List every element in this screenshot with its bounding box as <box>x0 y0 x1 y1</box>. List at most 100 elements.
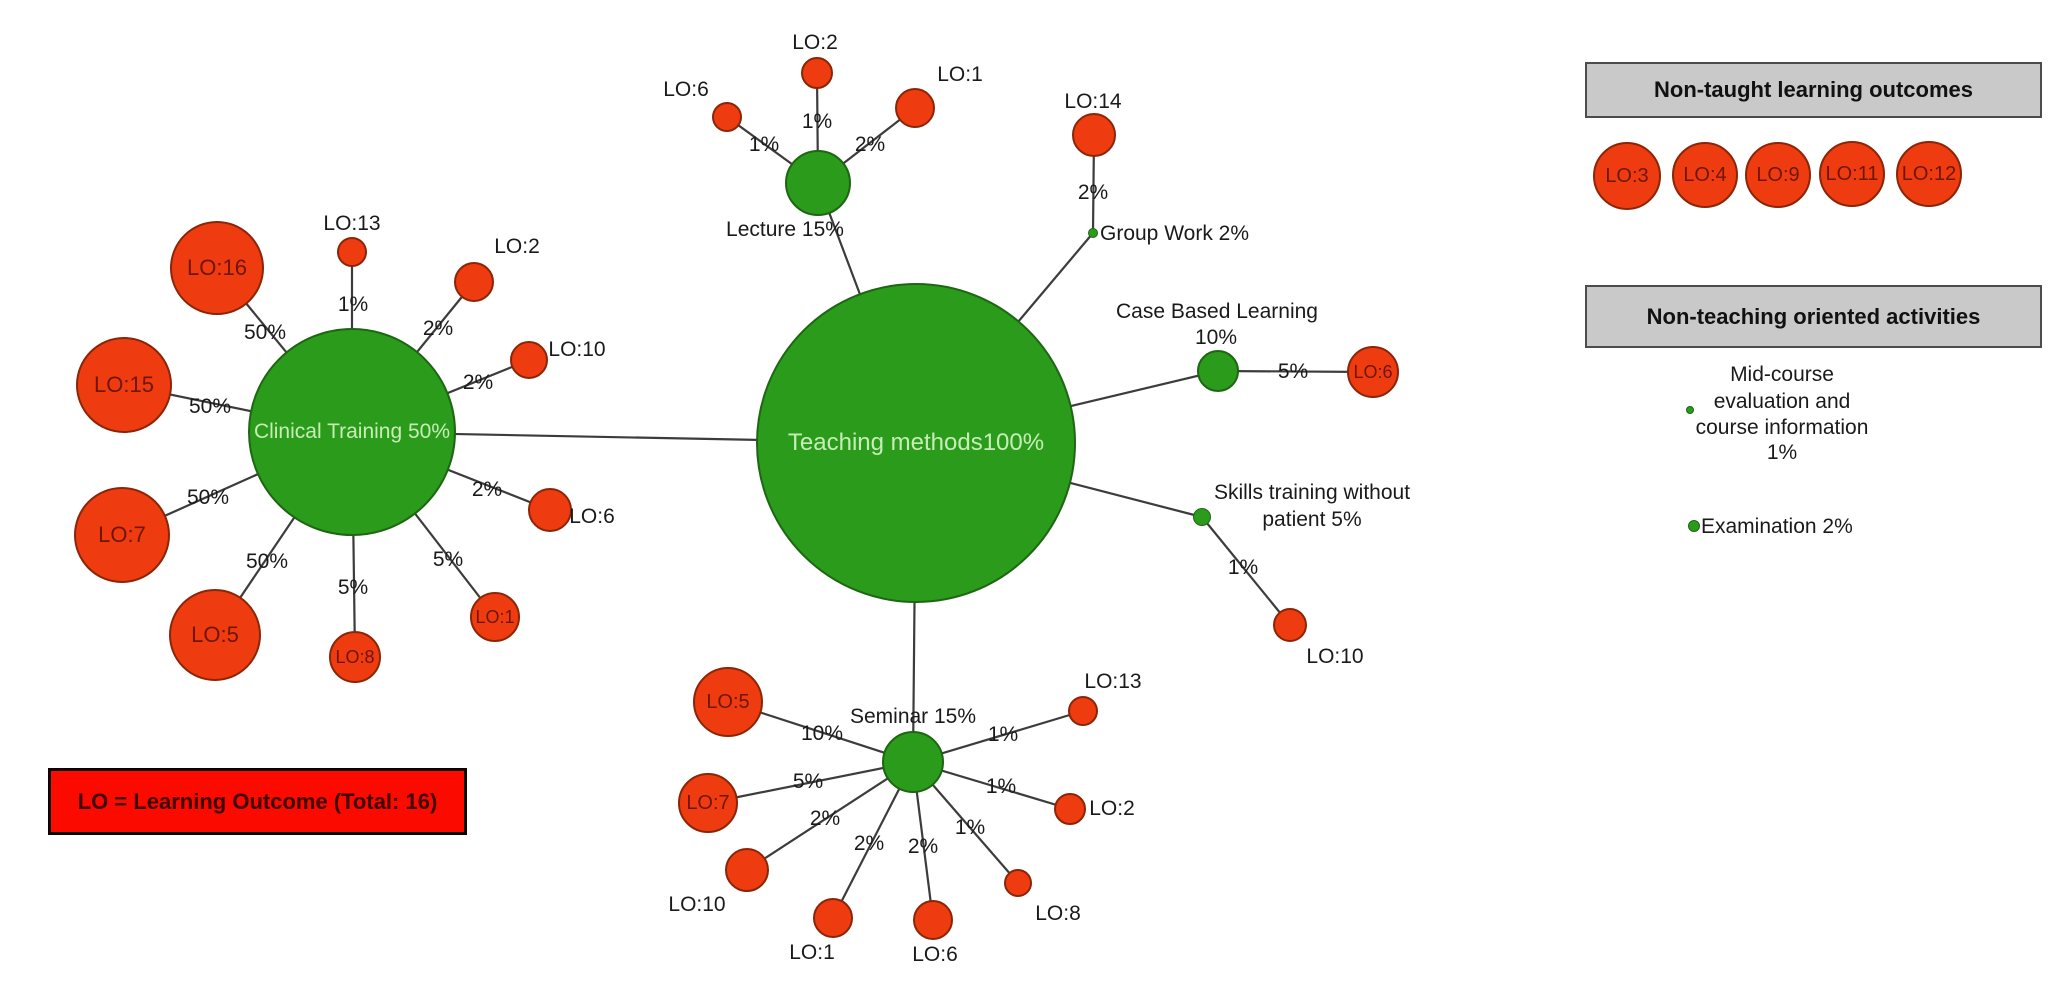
node-legend-lo12: LO:12 <box>1896 141 1962 207</box>
group-work-label: Group Work 2% <box>1100 222 1249 245</box>
node-skills-training <box>1193 508 1211 526</box>
node-group-work <box>1088 228 1098 238</box>
node-clinical-lo1: LO:1 <box>470 592 520 642</box>
clinical-pct-lo2: 2% <box>422 317 454 340</box>
node-clinical-lo10 <box>510 341 548 379</box>
node-teaching-methods-text: Teaching methods <box>787 429 983 457</box>
node-legend-lo12-text: LO:12 <box>1901 162 1957 185</box>
node-legend-lo4-text: LO:4 <box>1683 163 1727 186</box>
node-seminar-lo13 <box>1068 696 1098 726</box>
examination-label: Examination 2% <box>1701 515 1853 538</box>
cbl-pct-lo6: 5% <box>1277 360 1309 383</box>
groupwork-lo14-label: LO:14 <box>1064 90 1122 113</box>
node-lecture-lo6 <box>712 102 742 132</box>
seminar-pct-lo8: 1% <box>954 816 986 839</box>
node-seminar <box>882 731 944 793</box>
seminar-lo13-label: LO:13 <box>1084 670 1142 693</box>
clinical-pct-lo13: 1% <box>337 293 369 316</box>
node-clinical-lo7-text: LO:7 <box>98 522 146 548</box>
node-seminar-lo8 <box>1004 869 1032 897</box>
lecture-pct-lo6: 1% <box>748 133 780 156</box>
seminar-pct-lo13: 1% <box>987 723 1019 746</box>
seminar-lo6-label: LO:6 <box>912 943 958 966</box>
node-clinical-lo15-text: LO:15 <box>94 372 154 398</box>
clinical-lo10-label: LO:10 <box>548 338 606 361</box>
non-teaching-legend-box: Non-teaching oriented activities <box>1585 285 2042 348</box>
node-lecture <box>785 150 851 216</box>
node-cbl-lo6-text: LO:6 <box>1353 361 1393 382</box>
clinical-lo6-label: LO:6 <box>569 505 615 528</box>
node-seminar-lo5-text: LO:5 <box>706 690 750 713</box>
node-legend-lo9-text: LO:9 <box>1756 163 1800 186</box>
node-clinical-lo16: LO:16 <box>170 221 264 315</box>
seminar-pct-lo6: 2% <box>907 835 939 858</box>
lecture-pct-lo1: 2% <box>854 133 886 156</box>
seminar-pct-lo1: 2% <box>853 832 885 855</box>
node-seminar-lo7-text: LO:7 <box>686 791 730 814</box>
clinical-pct-lo8: 5% <box>337 576 369 599</box>
clinical-pct-lo7: 50% <box>186 486 230 509</box>
node-skills-lo10 <box>1273 608 1307 642</box>
node-clinical-training: Clinical Training 50% <box>248 328 456 536</box>
midcourse-label-line4: 1% <box>1766 441 1798 464</box>
seminar-lo1-label: LO:1 <box>789 941 835 964</box>
skills-pct-lo10: 1% <box>1227 556 1259 579</box>
node-clinical-lo8-text: LO:8 <box>335 646 375 667</box>
node-seminar-lo1 <box>813 898 853 938</box>
clinical-lo13-label: LO:13 <box>323 212 381 235</box>
node-clinical-lo5: LO:5 <box>169 589 261 681</box>
seminar-lo2-label: LO:2 <box>1089 797 1135 820</box>
skills-label-line1: Skills training without <box>1213 481 1411 504</box>
lecture-lo2-label: LO:2 <box>792 31 838 54</box>
node-lecture-lo2 <box>801 57 833 89</box>
node-legend-lo11-text: LO:11 <box>1825 162 1879 185</box>
node-clinical-lo5-text: LO:5 <box>191 622 239 648</box>
node-seminar-lo5: LO:5 <box>693 667 763 737</box>
cbl-label-line2: 10% <box>1194 326 1238 349</box>
node-teaching-methods-text: 100% <box>982 429 1045 457</box>
node-clinical-lo1-text: LO:1 <box>475 606 515 627</box>
node-clinical-lo2 <box>454 262 494 302</box>
node-legend-lo4: LO:4 <box>1672 142 1738 208</box>
cbl-label-line1: Case Based Learning <box>1116 300 1318 323</box>
clinical-pct-lo15: 50% <box>188 395 232 418</box>
lecture-lo1-label: LO:1 <box>937 63 983 86</box>
node-clinical-lo13 <box>337 237 367 267</box>
seminar-lo10-label: LO:10 <box>668 893 726 916</box>
midcourse-label-line1: Mid-course <box>1730 363 1834 386</box>
node-clinical-lo8: LO:8 <box>329 631 381 683</box>
midcourse-label-line3: course information <box>1695 416 1869 439</box>
node-examination-dot <box>1688 520 1700 532</box>
node-groupwork-lo14 <box>1072 113 1116 157</box>
lecture-lo6-label: LO:6 <box>663 78 709 101</box>
edge-skills-lo10 <box>1201 516 1291 626</box>
non-taught-legend-title: Non-taught learning outcomes <box>1654 77 1973 102</box>
seminar-pct-lo5: 10% <box>800 722 844 745</box>
node-seminar-lo2 <box>1054 793 1086 825</box>
clinical-pct-lo6: 2% <box>471 478 503 501</box>
node-teaching-methods: Teaching methods 100% <box>756 283 1076 603</box>
node-clinical-lo6 <box>528 488 572 532</box>
seminar-label: Seminar 15% <box>849 705 977 728</box>
node-legend-lo9: LO:9 <box>1745 142 1811 208</box>
node-seminar-lo6 <box>913 900 953 940</box>
node-clinical-lo16-text: LO:16 <box>187 255 247 281</box>
edge-seminar-lo7 <box>707 760 914 805</box>
non-teaching-legend-title: Non-teaching oriented activities <box>1646 303 1981 329</box>
clinical-pct-lo10: 2% <box>462 371 494 394</box>
node-legend-lo3-text: LO:3 <box>1605 164 1649 187</box>
clinical-pct-lo1: 5% <box>432 548 464 571</box>
node-seminar-lo10 <box>725 848 769 892</box>
lo-definition-callout: LO = Learning Outcome (Total: 16) <box>48 768 467 835</box>
node-case-based-learning <box>1197 350 1239 392</box>
node-cbl-lo6: LO:6 <box>1347 346 1399 398</box>
clinical-pct-lo16: 50% <box>243 321 287 344</box>
seminar-pct-lo7: 5% <box>792 770 824 793</box>
seminar-pct-lo2: 1% <box>985 775 1017 798</box>
seminar-lo8-label: LO:8 <box>1035 902 1081 925</box>
lecture-label: Lecture 15% <box>726 218 844 241</box>
non-taught-legend-box: Non-taught learning outcomes <box>1585 62 2042 118</box>
node-clinical-lo15: LO:15 <box>76 337 172 433</box>
seminar-pct-lo10: 2% <box>809 807 841 830</box>
